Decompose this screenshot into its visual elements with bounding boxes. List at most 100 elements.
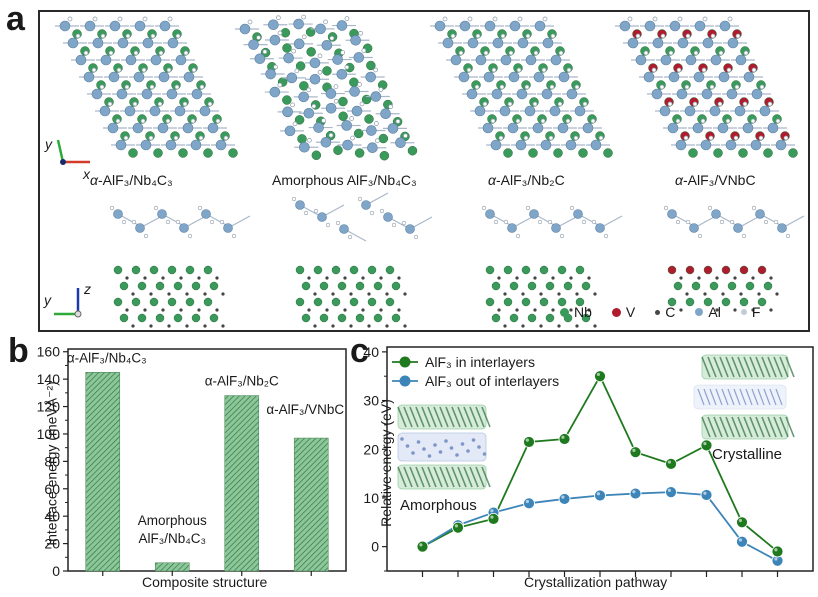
- f-atom: [290, 102, 295, 108]
- f-atom: [701, 67, 707, 73]
- al-atom: [109, 20, 121, 32]
- c-atom: [587, 276, 591, 280]
- nb-atom: [527, 281, 537, 291]
- nb-atom: [521, 297, 531, 307]
- f-atom: [207, 101, 213, 107]
- al-atom: [366, 125, 377, 136]
- f-atom: [482, 101, 488, 107]
- al-atom: [582, 122, 594, 134]
- f-atom: [540, 118, 546, 124]
- v-atom: [739, 265, 749, 275]
- nb-atom: [294, 115, 305, 125]
- crystalline-bond: [775, 388, 783, 406]
- al-atom: [668, 71, 680, 83]
- al-atom-icon: [695, 308, 704, 316]
- al-atom: [365, 71, 376, 83]
- c-atom: [769, 276, 773, 280]
- c-atom: [149, 324, 153, 328]
- al-atom: [742, 122, 754, 134]
- f-atom: [301, 14, 306, 20]
- nb-atom: [209, 281, 219, 291]
- c-atom: [361, 308, 365, 312]
- origin-dot: [74, 310, 82, 318]
- al-atom: [751, 88, 763, 100]
- f-atom: [256, 35, 261, 40]
- slab-hatch: [725, 416, 735, 438]
- f-atom: [692, 101, 698, 107]
- slab-hatch: [403, 466, 413, 488]
- f-atom: [395, 119, 401, 124]
- f-atom: [388, 104, 393, 110]
- f-atom: [158, 50, 164, 56]
- nb-atom: [305, 27, 316, 37]
- data-point: [594, 489, 606, 502]
- c-atom: [185, 292, 189, 296]
- f-atom: [491, 67, 497, 73]
- al-atom: [269, 86, 281, 98]
- panel-a-structure-drawings: [54, 14, 805, 328]
- slab-hatch: [785, 416, 795, 438]
- f-atom: [507, 101, 513, 107]
- c-atom: [733, 308, 737, 312]
- nb-atom: [119, 281, 129, 291]
- crystalline-bond: [709, 388, 717, 406]
- slab-hatch: [737, 416, 747, 438]
- f-atom: [183, 50, 189, 56]
- f-atom: [483, 50, 489, 56]
- axis-label-top-x: x: [83, 166, 90, 182]
- crystalline-bond: [697, 388, 705, 406]
- f-atom: [559, 233, 565, 239]
- al-atom: [75, 54, 87, 66]
- c-atom: [197, 308, 201, 312]
- al-atom: [459, 20, 471, 32]
- slab-hatch: [767, 356, 777, 378]
- f-atom: [175, 33, 181, 39]
- al-atom: [643, 71, 655, 83]
- f-atom: [165, 219, 171, 225]
- slab-hatch: [761, 416, 771, 438]
- al-atom: [710, 54, 722, 66]
- nb-atom: [301, 281, 311, 291]
- al-atom: [667, 209, 677, 219]
- al-atom: [717, 122, 729, 134]
- f-atom: [700, 118, 706, 124]
- f-atom: [719, 219, 725, 225]
- al-atom: [380, 108, 391, 120]
- f-atom: [373, 121, 379, 126]
- f-atom: [174, 84, 180, 90]
- f-atom: [209, 219, 215, 225]
- nb-atom: [713, 148, 723, 158]
- al-atom: [387, 123, 399, 134]
- al-atom: [533, 71, 545, 83]
- f-atom: [581, 219, 587, 225]
- c-atom: [385, 324, 389, 328]
- f-atom: [675, 118, 681, 124]
- f-atom: [759, 84, 765, 90]
- slab-hatch: [403, 406, 413, 428]
- bar: [85, 371, 121, 572]
- f-atom: [107, 101, 113, 107]
- f-atom: [303, 210, 309, 216]
- al-atom: [141, 88, 153, 100]
- c-atom: [307, 308, 311, 312]
- top-view-structure: [235, 14, 418, 161]
- al-atom: [317, 212, 327, 222]
- al-atom: [619, 20, 631, 32]
- data-point-highlight: [525, 438, 529, 442]
- f-atom: [785, 233, 791, 239]
- f-atom: [75, 33, 81, 39]
- c-atom: [397, 276, 401, 280]
- f-atom: [675, 219, 681, 225]
- f-atom: [549, 84, 555, 90]
- c-atom: [403, 292, 407, 296]
- c-atom-icon: [655, 309, 661, 315]
- f-atom: [503, 219, 509, 225]
- f-atom: [635, 33, 641, 39]
- structure-label-1: α-AlF₃/Nb₄C₃: [90, 172, 173, 188]
- f-atom: [190, 118, 196, 124]
- f-atom: [590, 118, 596, 124]
- al-atom: [370, 91, 382, 102]
- al-atom: [167, 37, 179, 49]
- side-view-structure: [109, 205, 251, 328]
- al-atom: [644, 20, 656, 32]
